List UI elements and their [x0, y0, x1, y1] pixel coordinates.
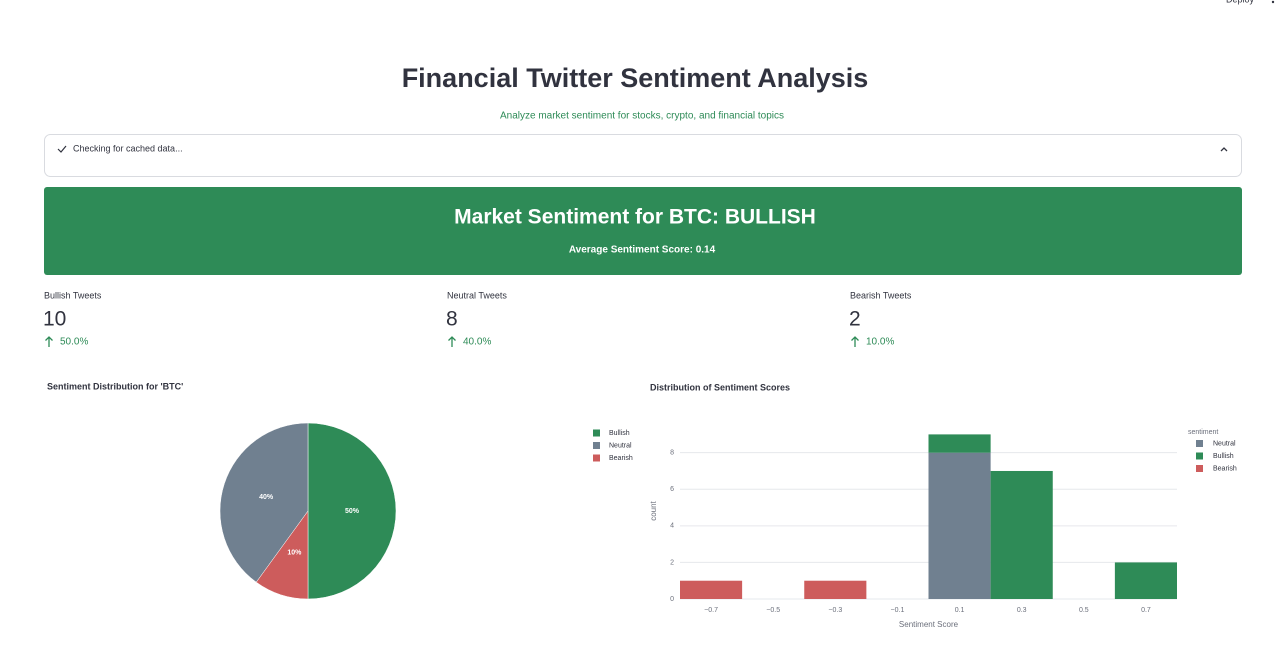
deploy-button[interactable]: Deploy	[1226, 0, 1255, 4]
x-tick-label: −0.1	[891, 607, 905, 614]
y-tick-label: 2	[670, 559, 674, 566]
legend-swatch	[593, 454, 600, 462]
legend-label: Neutral	[1213, 440, 1236, 447]
delta-arrow	[448, 336, 456, 347]
y-tick-label: 6	[670, 486, 674, 493]
legend-swatch	[1196, 452, 1203, 460]
metric-value: 8	[446, 308, 458, 331]
histogram-bar	[680, 580, 743, 599]
y-tick-label: 4	[670, 523, 674, 530]
x-axis-title: Sentiment Score	[899, 620, 959, 629]
page-title: Financial Twitter Sentiment Analysis	[402, 63, 869, 93]
x-tick-label: 0.3	[1017, 607, 1027, 614]
banner-subtitle: Average Sentiment Score: 0.14	[569, 245, 716, 256]
chart-title: Distribution of Sentiment Scores	[650, 382, 790, 392]
legend-swatch	[1196, 440, 1203, 447]
slice-label: 40%	[259, 494, 274, 501]
metric-label: Neutral Tweets	[447, 290, 507, 300]
menu-icon[interactable]	[1271, 0, 1275, 4]
histogram-bar	[928, 452, 991, 599]
collapse-icon[interactable]	[1220, 147, 1228, 152]
chart-title: Sentiment Distribution for 'BTC'	[47, 381, 183, 391]
sentiment-banner	[44, 187, 1242, 275]
pie-slice	[219, 422, 309, 583]
y-tick-label: 8	[670, 450, 674, 457]
x-tick-label: 0.1	[955, 607, 965, 614]
metric-delta: 40.0%	[463, 337, 491, 348]
histogram-bar	[990, 470, 1053, 599]
check-icon	[57, 145, 67, 153]
metric-value: 10	[43, 308, 66, 331]
legend-swatch	[1196, 465, 1203, 472]
legend-label: Bullish	[609, 430, 630, 437]
metric-delta: 10.0%	[866, 337, 894, 348]
y-axis-title: count	[649, 500, 658, 520]
delta-arrow	[45, 336, 53, 347]
delta-arrow	[851, 336, 859, 347]
pie-slice	[255, 510, 309, 600]
metric-delta: 50.0%	[60, 337, 88, 348]
x-tick-label: −0.5	[766, 607, 780, 614]
histogram-bar	[804, 580, 867, 599]
slice-label: 50%	[345, 508, 360, 515]
legend-title: sentiment	[1188, 429, 1218, 436]
legend-label: Bearish	[1213, 465, 1237, 472]
status-box[interactable]	[44, 134, 1242, 177]
slice-label: 10%	[287, 550, 302, 557]
x-tick-label: −0.7	[704, 607, 718, 614]
page-subtitle: Analyze market sentiment for stocks, cry…	[500, 111, 784, 122]
pie-slice	[307, 422, 397, 600]
legend-swatch	[593, 442, 600, 449]
metric-label: Bearish Tweets	[850, 290, 912, 300]
x-tick-label: 0.7	[1141, 607, 1151, 614]
histogram-bar	[928, 434, 991, 453]
y-tick-label: 0	[670, 596, 674, 603]
legend-label: Neutral	[609, 442, 632, 449]
legend-label: Bearish	[609, 455, 633, 462]
histogram-bar	[1114, 562, 1177, 599]
x-tick-label: −0.3	[828, 607, 842, 614]
banner-title: Market Sentiment for BTC: BULLISH	[454, 206, 816, 229]
status-text: Checking for cached data...	[73, 143, 183, 153]
x-tick-label: 0.5	[1079, 607, 1089, 614]
metric-value: 2	[849, 308, 861, 331]
metric-label: Bullish Tweets	[44, 290, 102, 300]
legend-swatch	[593, 429, 600, 437]
legend-label: Bullish	[1213, 453, 1234, 460]
